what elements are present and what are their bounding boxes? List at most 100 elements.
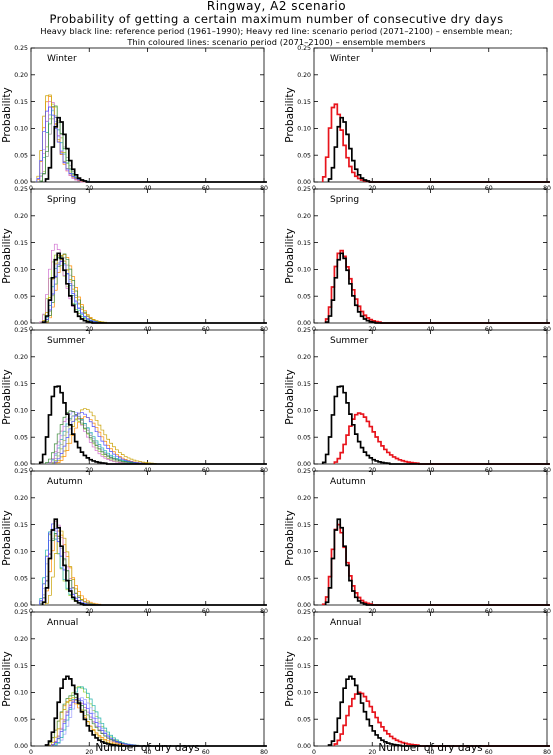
- reference-series: [327, 116, 550, 183]
- y-tick-label: 0.10: [14, 267, 28, 274]
- figure-legend-line-1: Heavy black line: reference period (1961…: [40, 26, 513, 36]
- y-tick-label: 0.00: [14, 743, 28, 750]
- y-tick-label: 0.15: [297, 381, 311, 388]
- y-axis-label: Probability: [1, 228, 13, 284]
- x-tick-label: 0: [312, 185, 316, 192]
- x-tick-label: 0: [29, 608, 33, 615]
- x-tick-label: 60: [485, 326, 493, 333]
- y-tick-label: 0.00: [297, 320, 311, 327]
- scenario-mean-series: [333, 412, 550, 465]
- panel-summer-mean: 0.000.050.100.150.200.250 20 40 60 80SummerP…: [284, 327, 551, 474]
- x-tick-label: 40: [144, 185, 152, 192]
- y-tick-label: 0.20: [297, 72, 311, 79]
- scenario-mean-series: [321, 523, 550, 606]
- y-tick-label: 0.00: [14, 461, 28, 468]
- y-tick-label: 0.10: [14, 690, 28, 697]
- y-tick-label: 0.25: [14, 609, 28, 616]
- x-tick-label: 80: [260, 467, 268, 474]
- season-label: Spring: [330, 195, 359, 205]
- x-tick-label: 20: [85, 608, 93, 615]
- y-tick-label: 0.15: [297, 99, 311, 106]
- panel-autumn-mean: 0.000.050.100.150.200.250 20 40 60 80AutumnP…: [284, 468, 551, 615]
- ensemble-member-series: [39, 103, 267, 183]
- x-tick-label: 60: [202, 608, 210, 615]
- panel-annual-members: 0.000.050.100.150.200.250 20 40 60 80AnnualP…: [1, 609, 268, 755]
- y-tick-label: 0.00: [297, 179, 311, 186]
- figure-title: Ringway, A2 scenario: [206, 0, 347, 13]
- y-tick-label: 0.15: [297, 663, 311, 670]
- y-axis-label: Probability: [1, 87, 13, 143]
- ensemble-member-series: [45, 699, 267, 747]
- y-tick-label: 0.00: [14, 602, 28, 609]
- x-tick-label: 80: [543, 185, 551, 192]
- ensemble-member-series: [51, 414, 267, 465]
- y-tick-label: 0.20: [14, 72, 28, 79]
- plot-frame: [313, 329, 548, 465]
- figure-header: Ringway, A2 scenario Probability of gett…: [0, 0, 553, 48]
- ensemble-member-series: [45, 410, 267, 465]
- x-tick-label: 80: [260, 749, 268, 755]
- x-tick-label: 20: [85, 185, 93, 192]
- x-tick-label: 60: [202, 185, 210, 192]
- y-tick-label: 0.10: [297, 549, 311, 556]
- panel-spring-members: 0.000.050.100.150.200.250 20 40 60 80SpringP…: [1, 186, 268, 333]
- reference-series: [44, 675, 267, 747]
- x-tick-label: 60: [485, 608, 493, 615]
- season-label: Summer: [330, 336, 368, 346]
- panel-winter-members: 0.000.050.100.150.200.250 20 40 60 80WinterP…: [1, 45, 268, 192]
- ensemble-member-series: [42, 256, 267, 324]
- x-tick-label: 0: [312, 326, 316, 333]
- ensemble-member-series: [39, 105, 267, 183]
- scenario-mean-series: [321, 103, 550, 183]
- y-tick-label: 0.05: [14, 716, 28, 723]
- y-tick-label: 0.10: [297, 408, 311, 415]
- x-tick-label: 20: [85, 749, 93, 755]
- y-tick-label: 0.20: [14, 354, 28, 361]
- ensemble-member-series: [48, 414, 267, 465]
- x-tick-label: 60: [485, 749, 493, 755]
- reference-series: [321, 385, 550, 465]
- y-tick-label: 0.05: [297, 716, 311, 723]
- x-tick-label: 60: [485, 185, 493, 192]
- y-tick-label: 0.05: [14, 575, 28, 582]
- y-tick-label: 0.05: [297, 575, 311, 582]
- y-tick-label: 0.15: [297, 522, 311, 529]
- y-tick-label: 0.10: [14, 408, 28, 415]
- x-tick-label: 20: [368, 608, 376, 615]
- y-tick-label: 0.25: [14, 468, 28, 475]
- y-tick-label: 0.10: [14, 549, 28, 556]
- x-tick-label: 80: [543, 467, 551, 474]
- y-tick-label: 0.15: [14, 240, 28, 247]
- reference-series: [41, 518, 267, 606]
- panel-spring-mean: 0.000.050.100.150.200.250 20 40 60 80SpringP…: [284, 186, 551, 333]
- x-axis-label: Number of dry days: [95, 742, 199, 754]
- x-tick-label: 20: [368, 185, 376, 192]
- y-tick-label: 0.05: [297, 434, 311, 441]
- y-tick-label: 0.00: [14, 179, 28, 186]
- y-tick-label: 0.25: [297, 327, 311, 334]
- reference-series: [44, 116, 267, 183]
- y-tick-label: 0.10: [14, 126, 28, 133]
- y-tick-label: 0.15: [14, 99, 28, 106]
- reference-series: [327, 675, 550, 747]
- y-tick-label: 0.25: [297, 609, 311, 616]
- x-tick-label: 40: [144, 467, 152, 474]
- x-tick-label: 80: [260, 608, 268, 615]
- panel-summer-members: 0.000.050.100.150.200.250 20 40 60 80SummerP…: [1, 327, 268, 474]
- y-axis-label: Probability: [284, 369, 296, 425]
- ensemble-member-series: [39, 520, 267, 606]
- season-label: Autumn: [47, 477, 83, 487]
- x-tick-label: 0: [29, 467, 33, 474]
- x-tick-label: 60: [202, 749, 210, 755]
- x-tick-label: 40: [427, 749, 435, 755]
- season-label: Summer: [47, 336, 85, 346]
- x-tick-label: 80: [543, 326, 551, 333]
- y-tick-label: 0.20: [14, 636, 28, 643]
- season-label: Autumn: [330, 477, 366, 487]
- y-tick-label: 0.20: [14, 213, 28, 220]
- ensemble-member-series: [39, 106, 267, 183]
- ensemble-member-series: [39, 243, 267, 324]
- y-tick-label: 0.15: [14, 663, 28, 670]
- y-tick-label: 0.05: [297, 152, 311, 159]
- ensemble-member-series: [45, 253, 267, 324]
